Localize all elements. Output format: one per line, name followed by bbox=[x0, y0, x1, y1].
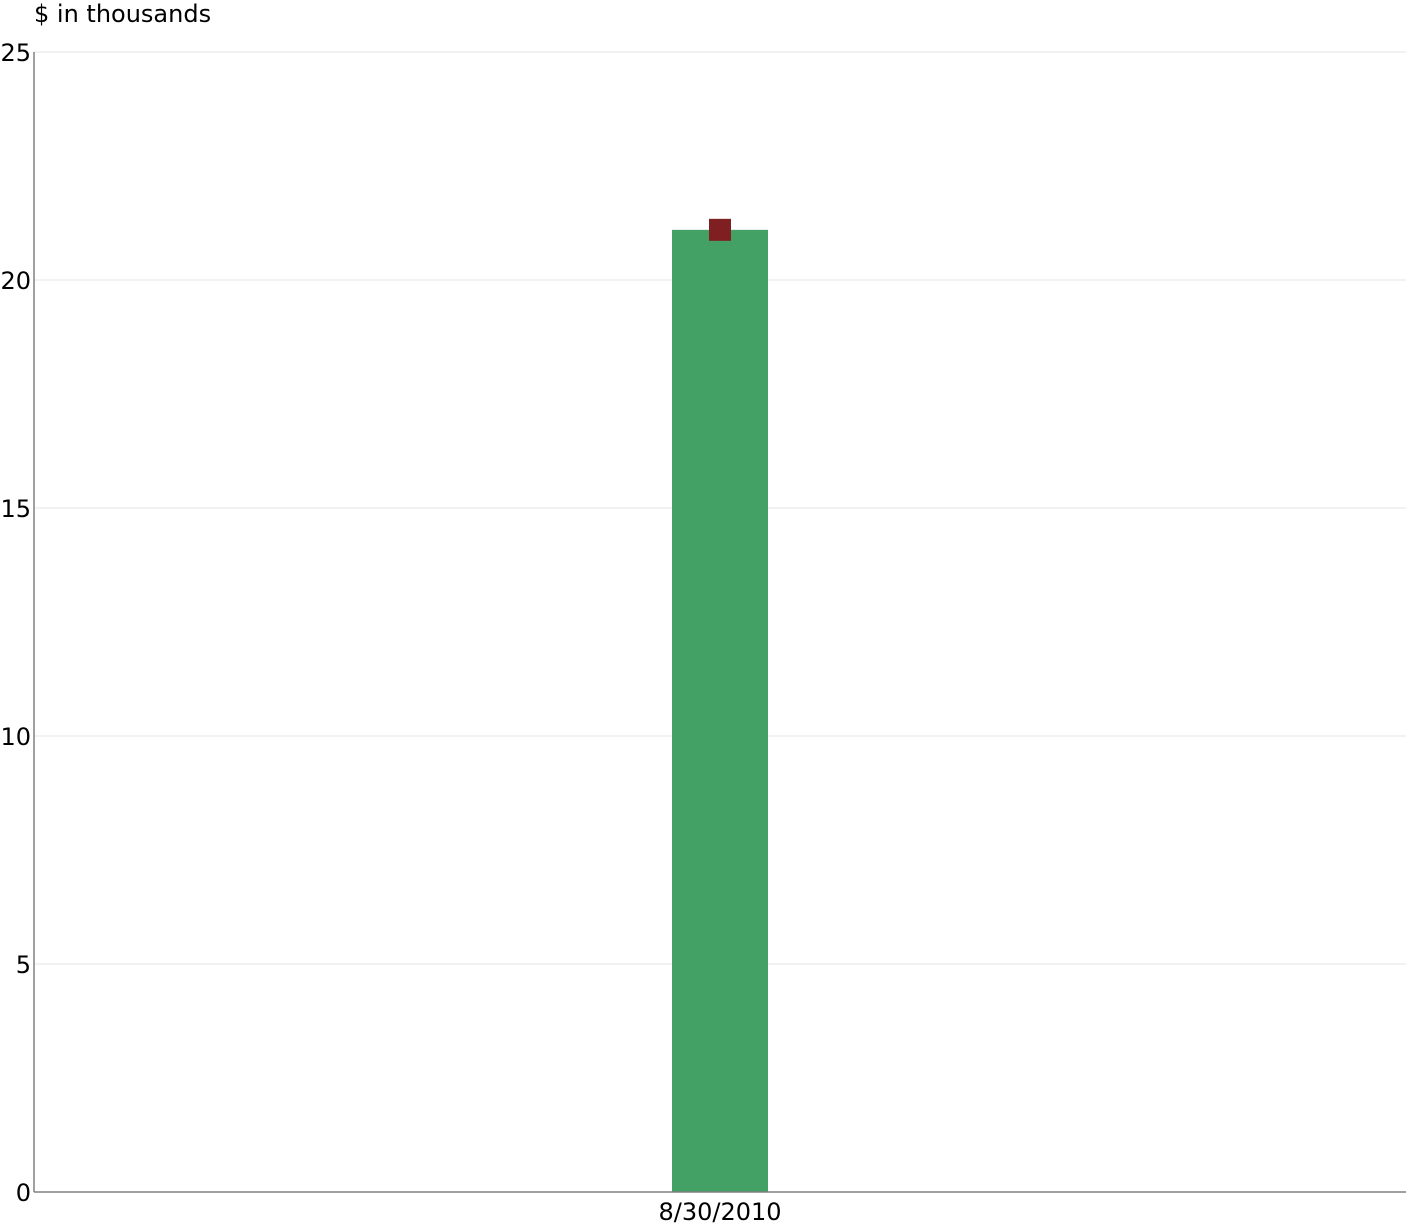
y-tick-label: 15 bbox=[0, 495, 31, 523]
marker-point bbox=[709, 218, 731, 241]
x-tick-label: 8/30/2010 bbox=[658, 1198, 781, 1225]
y-tick-label: 10 bbox=[0, 723, 31, 751]
y-tick-labels: 0 5 10 15 20 25 bbox=[0, 39, 31, 1207]
y-axis-title: $ in thousands bbox=[34, 0, 211, 28]
bar bbox=[672, 229, 768, 1193]
x-tick-labels: 8/30/2010 bbox=[658, 1198, 781, 1225]
y-tick-label: 0 bbox=[16, 1179, 31, 1207]
markers bbox=[709, 218, 731, 241]
y-tick-label: 5 bbox=[16, 951, 31, 979]
y-tick-label: 20 bbox=[0, 267, 31, 295]
bars bbox=[672, 229, 768, 1193]
y-tick-label: 25 bbox=[0, 39, 31, 67]
